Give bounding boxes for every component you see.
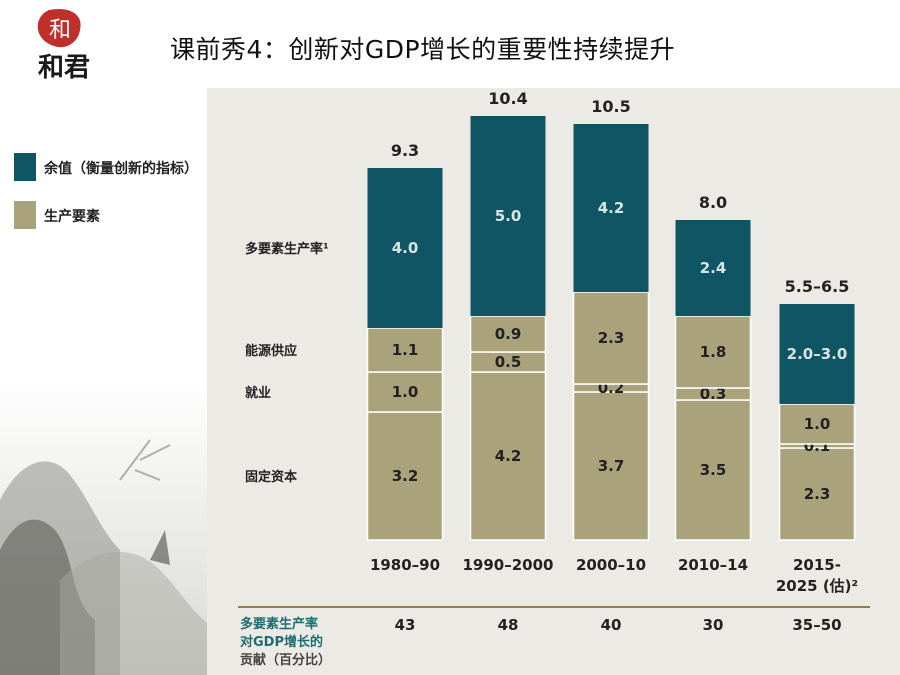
row-label-energy: 能源供应 xyxy=(245,343,297,359)
contribution-value-2: 40 xyxy=(600,616,622,634)
bar-fixed-capital-0 xyxy=(366,411,444,541)
legend-item-factors: 生产要素 xyxy=(14,198,224,232)
bar-tfp-3 xyxy=(675,220,751,316)
bar-fixed-capital-2 xyxy=(572,391,650,541)
row-label-employment: 就业 xyxy=(245,385,271,401)
value-label-employment-3: 0.3 xyxy=(700,385,727,403)
total-label-2: 10.5 xyxy=(591,97,630,116)
bar-fixed-capital-3 xyxy=(674,399,752,541)
bar-energy-0 xyxy=(366,327,444,373)
legend-label-residual: 余值（衡量创新的指标） xyxy=(44,161,198,177)
value-label-tfp-1: 5.0 xyxy=(495,207,522,225)
legend: 余值（衡量创新的指标） 生产要素 xyxy=(14,150,224,246)
contribution-value-0: 43 xyxy=(394,616,416,634)
ink-landscape-decoration xyxy=(0,380,240,675)
value-label-energy-2: 2.3 xyxy=(598,329,625,347)
footer-divider xyxy=(238,606,870,608)
value-label-tfp-0: 4.0 xyxy=(392,239,419,257)
category-label-2: 2000–10 xyxy=(576,556,646,574)
value-label-fixed-capital-2: 3.7 xyxy=(598,457,625,475)
bar-fixed-capital-4 xyxy=(778,447,856,541)
total-label-1: 10.4 xyxy=(488,89,527,108)
value-label-tfp-2: 4.2 xyxy=(598,199,625,217)
value-label-energy-3: 1.8 xyxy=(700,343,727,361)
category-label-4: 2015- xyxy=(793,556,841,574)
value-label-energy-4: 1.0 xyxy=(804,415,831,433)
row-label-fixed-capital: 固定资本 xyxy=(245,469,297,485)
total-label-0: 9.3 xyxy=(391,141,419,160)
svg-text:和: 和 xyxy=(49,18,71,43)
category-label-1: 1990–2000 xyxy=(463,556,554,574)
value-label-tfp-4: 2.0–3.0 xyxy=(787,345,848,363)
contribution-label-line-1: 多要素生产率 xyxy=(240,617,319,632)
slide-title: 课前秀4：创新对GDP增长的重要性持续提升 xyxy=(170,35,676,64)
contribution-label-line-2: 对GDP增长的 xyxy=(240,635,323,650)
legend-swatch-residual xyxy=(14,153,36,181)
category-label-4-line2: 2025 (估)² xyxy=(776,577,858,595)
legend-label-factors: 生产要素 xyxy=(44,209,100,225)
row-label-tfp: 多要素生产率¹ xyxy=(245,241,329,257)
bar-energy-2 xyxy=(572,291,650,385)
legend-item-residual: 余值（衡量创新的指标） xyxy=(14,150,224,184)
value-label-employment-0: 1.0 xyxy=(392,383,419,401)
contribution-value-4: 35–50 xyxy=(792,616,842,634)
value-label-fixed-capital-1: 4.2 xyxy=(495,447,522,465)
contribution-row-label: 多要素生产率 对GDP增长的 贡献（百分比） xyxy=(240,616,360,670)
bar-tfp-4 xyxy=(779,304,855,404)
value-label-energy-0: 1.1 xyxy=(392,341,419,359)
bar-tfp-0 xyxy=(367,168,443,328)
svg-text:和君: 和君 xyxy=(38,53,90,80)
bar-energy-1 xyxy=(469,315,547,353)
value-label-employment-1: 0.5 xyxy=(495,353,522,371)
contribution-value-3: 30 xyxy=(702,616,724,634)
total-label-4: 5.5–6.5 xyxy=(785,277,850,296)
value-label-tfp-3: 2.4 xyxy=(700,259,727,277)
value-label-fixed-capital-0: 3.2 xyxy=(392,467,419,485)
bar-energy-4 xyxy=(778,403,856,445)
legend-swatch-factors xyxy=(14,201,36,229)
bar-energy-3 xyxy=(674,315,752,389)
value-label-fixed-capital-4: 2.3 xyxy=(804,485,831,503)
category-label-3: 2010–14 xyxy=(678,556,748,574)
hejun-logo: 和 和君 xyxy=(37,8,90,80)
contribution-label-line-3: 贡献（百分比） xyxy=(240,653,332,668)
bar-tfp-1 xyxy=(470,116,546,316)
total-label-3: 8.0 xyxy=(699,193,727,212)
category-label-0: 1980–90 xyxy=(370,556,440,574)
bar-tfp-2 xyxy=(573,124,649,292)
contribution-value-1: 48 xyxy=(497,616,519,634)
value-label-fixed-capital-3: 3.5 xyxy=(700,461,727,479)
value-label-energy-1: 0.9 xyxy=(495,325,522,343)
